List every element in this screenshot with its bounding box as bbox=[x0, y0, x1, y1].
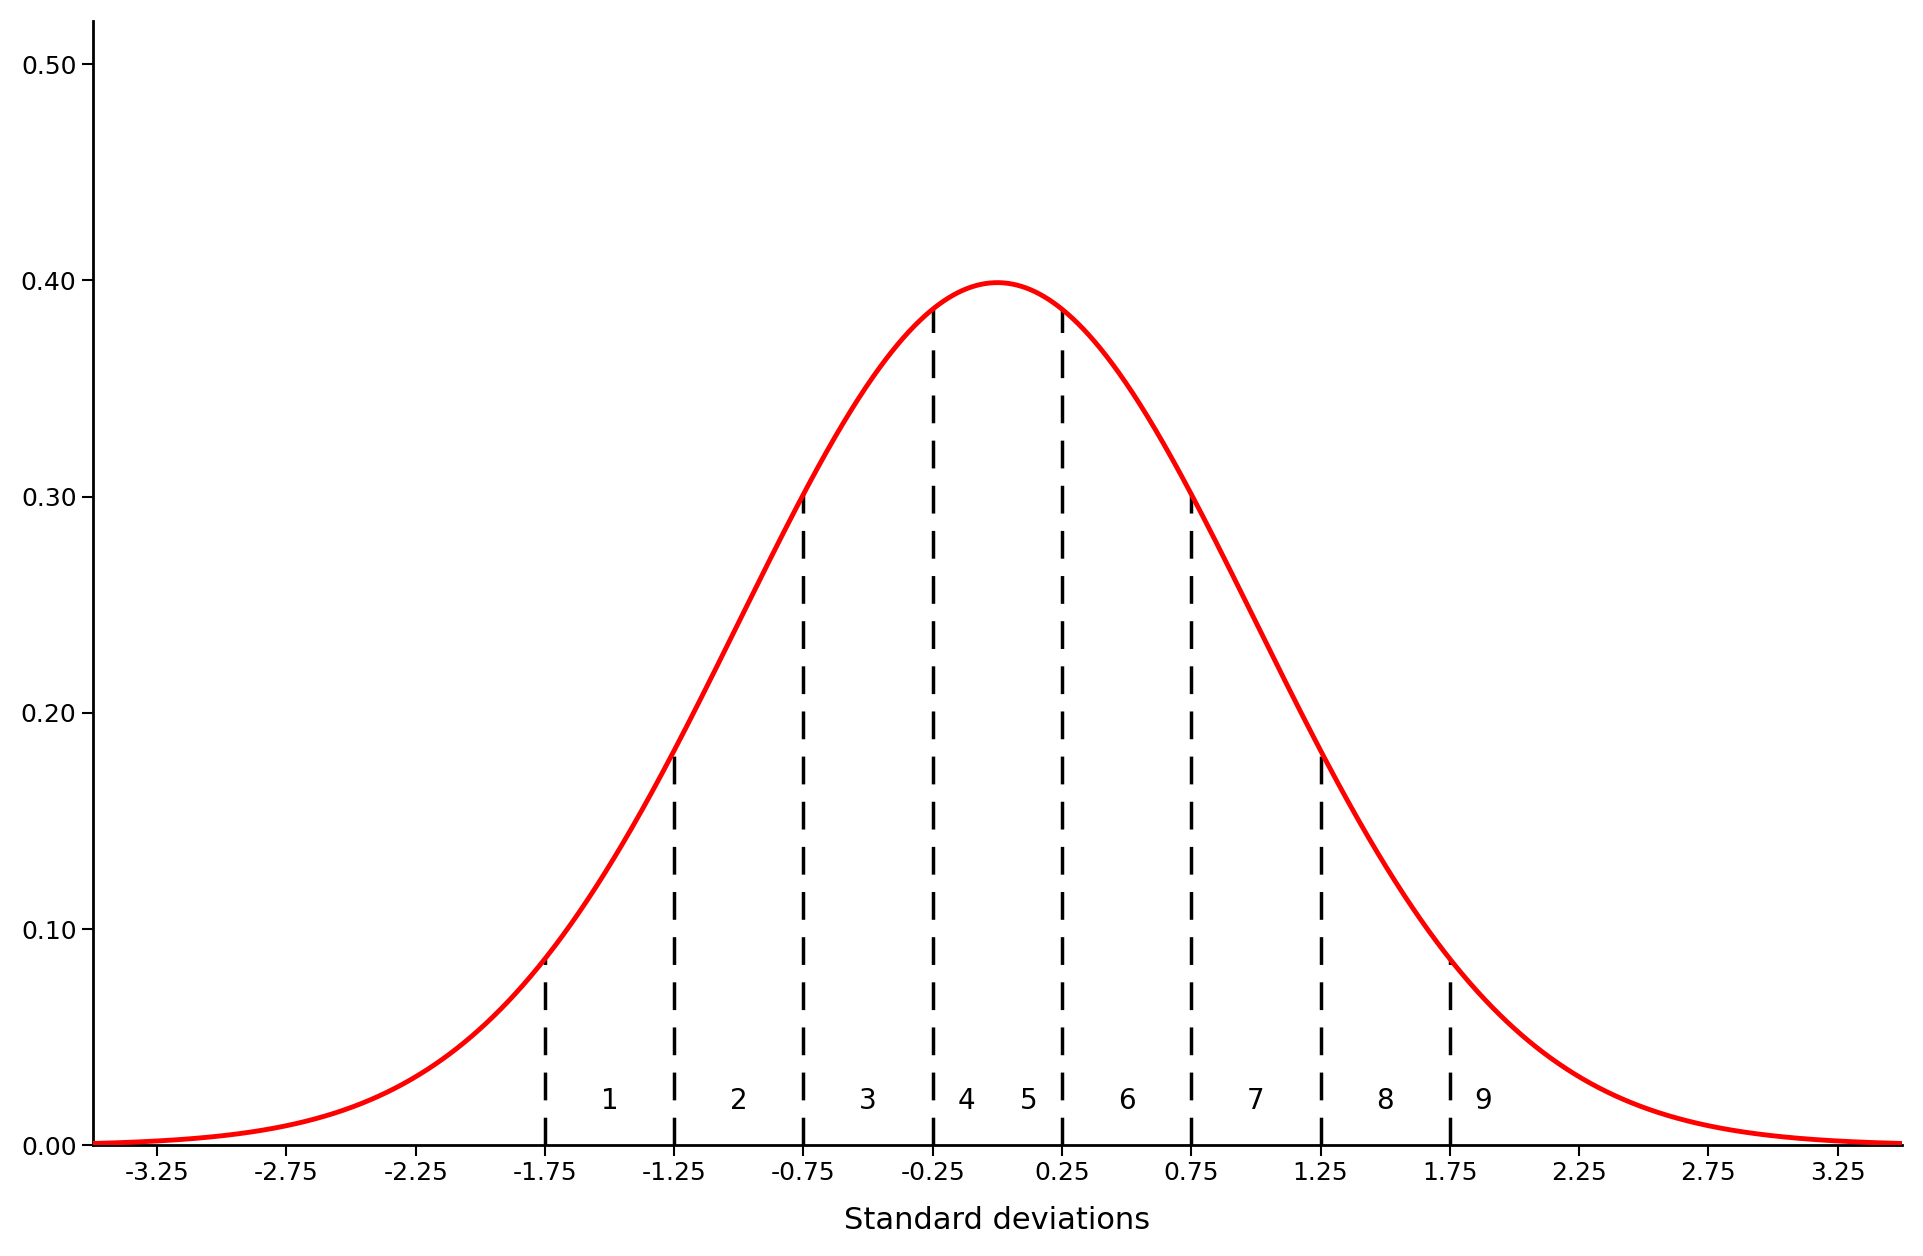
Text: 4: 4 bbox=[958, 1088, 975, 1115]
Text: 2: 2 bbox=[731, 1088, 748, 1115]
Text: 3: 3 bbox=[860, 1088, 877, 1115]
Text: 5: 5 bbox=[1019, 1088, 1036, 1115]
Text: 6: 6 bbox=[1117, 1088, 1135, 1115]
X-axis label: Standard deviations: Standard deviations bbox=[844, 1206, 1150, 1235]
Text: 9: 9 bbox=[1475, 1088, 1492, 1115]
Text: 1: 1 bbox=[600, 1088, 619, 1115]
Text: 8: 8 bbox=[1377, 1088, 1394, 1115]
Text: 7: 7 bbox=[1246, 1088, 1265, 1115]
